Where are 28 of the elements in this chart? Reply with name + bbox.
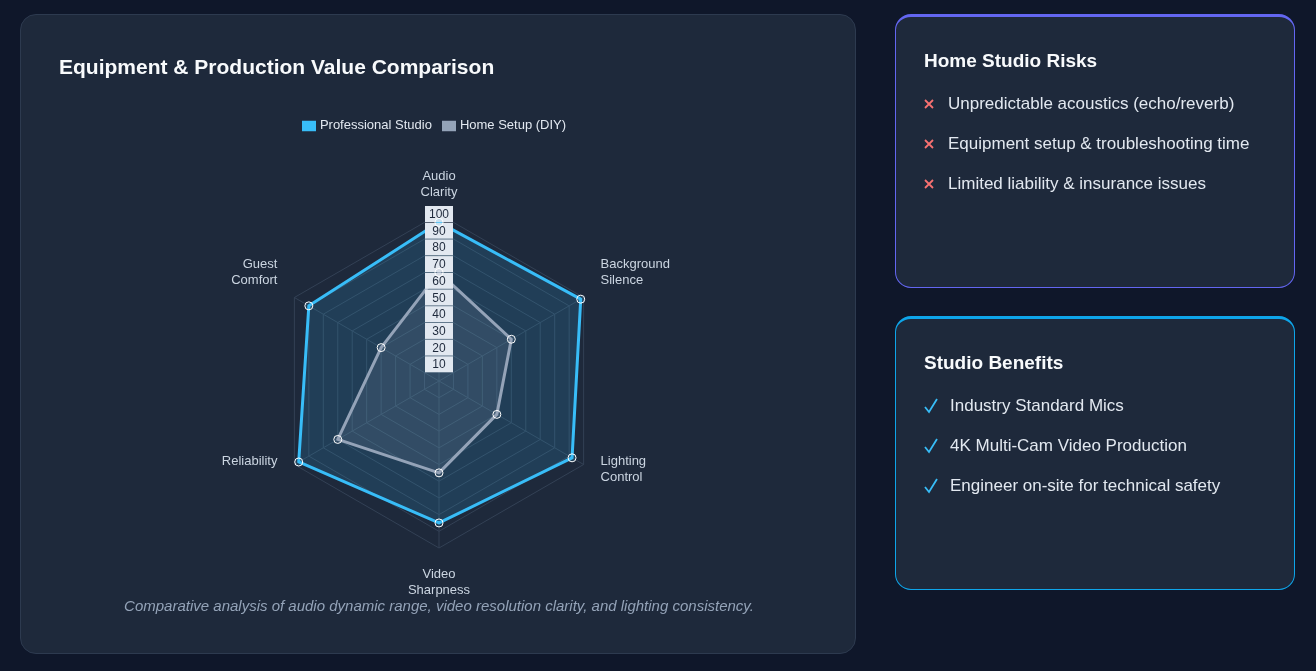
spoke-label: Guest Comfort [231,255,278,287]
text: Equipment setup & troubleshooting time [948,133,1250,155]
y-tick-label: 10 [432,357,446,372]
text: Home Studio Risks [924,50,1098,72]
y-tick-label: 30 [432,323,446,338]
y-tick-label: 80 [432,240,446,255]
text: Unpredictable acoustics (echo/reverb) [948,93,1235,115]
text: Comparative analysis of audio dynamic range, video resolution clarity, and lighting consistency. [123,597,755,614]
spoke-label: Video Sharpness [407,566,471,597]
text: 4K Multi-Cam Video Production [950,435,1187,457]
text: Limited liability & insurance issues [948,173,1206,195]
y-tick-label: 90 [432,223,446,238]
text: Industry Standard Mics [950,395,1124,417]
y-tick-label: 40 [432,307,446,322]
y-tick-label: 60 [432,273,446,288]
spoke-label: Reliability [221,452,278,468]
y-tick-label: 50 [432,290,446,305]
text: Studio Benefits [924,352,1064,374]
legend-label: Professional Studio [319,117,432,132]
spoke-label: Lighting Control [600,452,647,484]
legend-label: Home Setup (DIY) [459,117,567,132]
spoke-label: Audio Clarity [420,168,458,199]
spoke-label: Background Silence [600,255,670,287]
chart-title: Equipment & Production Value Comparison [59,55,495,79]
text: Engineer on-site for technical safety [950,475,1221,497]
y-tick-label: 70 [432,257,446,272]
y-tick-label: 20 [432,340,446,355]
y-tick-label: 100 [428,207,450,221]
